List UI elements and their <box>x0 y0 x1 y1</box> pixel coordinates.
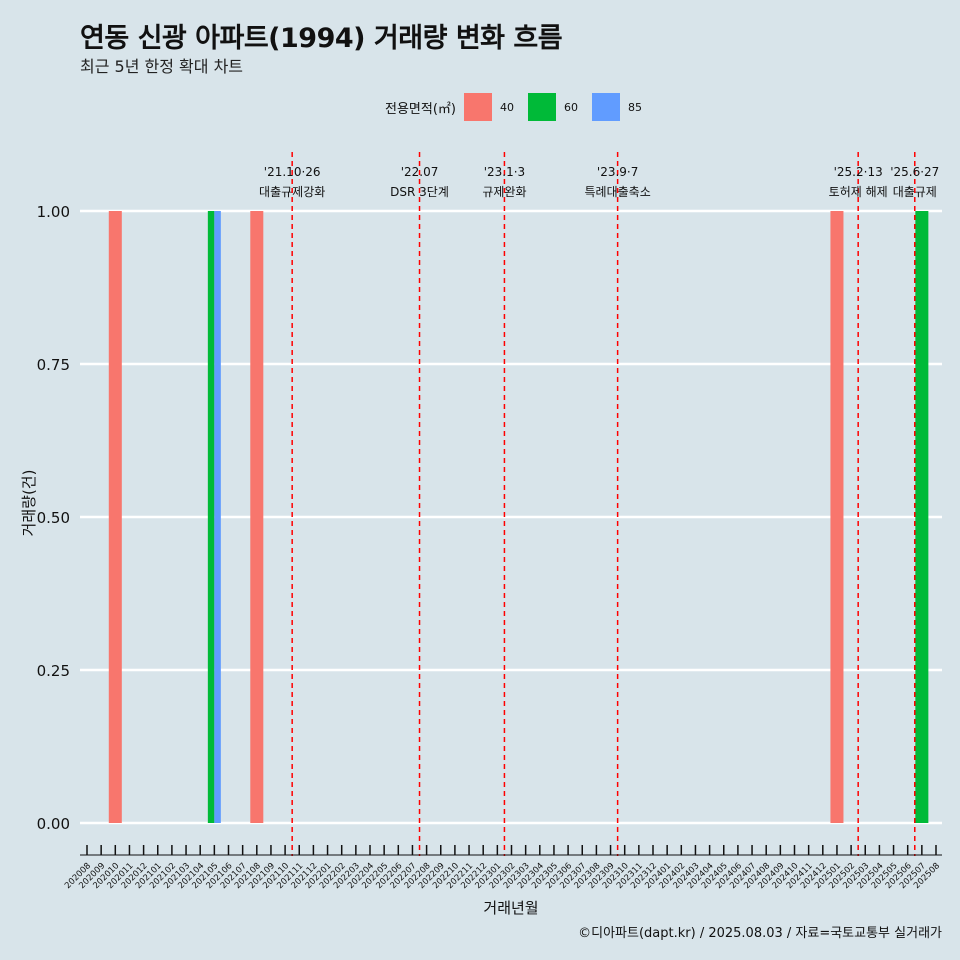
legend-label-40: 40 <box>499 100 514 114</box>
annotation-date: '23.1·3 <box>484 165 525 179</box>
y-tick-label: 0.50 <box>37 509 70 527</box>
x-axis-title: 거래년월 <box>483 899 538 917</box>
annotation-label: 토허제 해제 <box>829 185 888 199</box>
annotation-date: '21.10·26 <box>264 165 321 179</box>
source-credit: ©디아파트(dapt.kr) / 2025.08.03 / 자료=국토교통부 실… <box>578 926 942 941</box>
chart-title: 연동 신광 아파트(1994) 거래량 변화 흐름 <box>80 23 563 54</box>
bar-40-202108 <box>250 211 264 823</box>
legend: 전용면적(㎡) 40 60 85 <box>385 93 656 121</box>
annotation-label: 대출규제강화 <box>259 185 325 199</box>
annotation-label: 대출규제 <box>893 185 937 199</box>
chart-subtitle: 최근 5년 한정 확대 차트 <box>80 57 244 76</box>
y-axis-title: 거래량(건) <box>20 470 38 537</box>
annotation-label: 규제완화 <box>482 185 526 199</box>
annotation-label: DSR 3단계 <box>390 185 449 199</box>
y-tick-label: 0.75 <box>37 356 70 374</box>
bar-40-202501 <box>830 211 844 823</box>
legend-title: 전용면적(㎡) <box>385 101 456 117</box>
legend-swatch-60 <box>527 93 556 121</box>
annotation-date: '22.07 <box>401 165 439 179</box>
legend-swatch-40 <box>463 93 492 121</box>
y-tick-label: 0.25 <box>37 662 70 680</box>
bar-85-202105 <box>214 211 221 823</box>
bar-60-202105 <box>207 211 215 823</box>
legend-label-60: 60 <box>563 100 578 114</box>
legend-label-85: 85 <box>627 100 642 114</box>
annotation-date: '25.6·27 <box>890 165 939 179</box>
y-tick-label: 1.00 <box>37 203 70 221</box>
annotation-date: '25.2·13 <box>834 165 883 179</box>
legend-item-60: 60 <box>527 93 584 121</box>
y-tick-label: 0.00 <box>37 815 70 833</box>
annotation-date: '23.9·7 <box>597 165 638 179</box>
bar-60-202507 <box>915 211 929 823</box>
legend-item-40: 40 <box>463 93 520 121</box>
bar-40-202010 <box>108 211 122 823</box>
legend-item-85: 85 <box>591 93 648 121</box>
annotation-label: 특례대출축소 <box>585 185 651 199</box>
legend-swatch-85 <box>591 93 620 121</box>
